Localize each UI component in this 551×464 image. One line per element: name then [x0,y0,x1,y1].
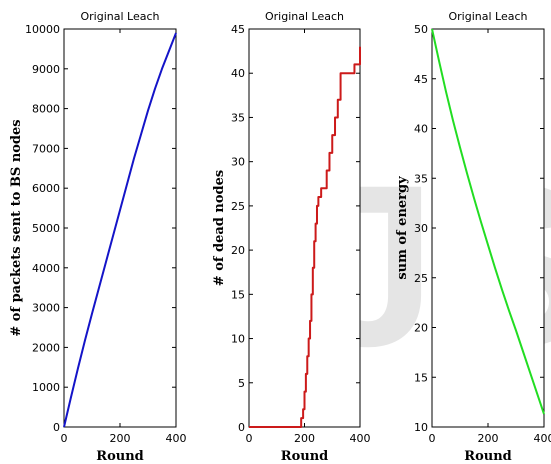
y-tick-label: 30 [414,222,428,235]
y-tick-label: 50 [414,23,428,36]
plot-area-frame [63,28,177,428]
y-tick-label: 1000 [32,381,60,394]
y-tick-label: 10000 [25,23,60,36]
series-line [249,46,361,428]
y-tick-label: 10 [231,333,245,346]
y-tick-label: 35 [231,111,245,124]
chart-panels: Original Leach01000200030004000500060007… [9,10,551,464]
y-tick-label: 40 [414,123,428,136]
x-tick-label: 200 [110,432,131,445]
y-tick-label: 30 [231,156,245,169]
y-tick-label: 45 [414,73,428,86]
y-tick-label: 8000 [32,103,60,116]
x-tick-label: 400 [534,432,551,445]
y-axis-label: # of dead nodes [212,170,227,286]
y-tick-label: 7000 [32,142,60,155]
y-tick-label: 25 [231,200,245,213]
y-axis-label: # of packets sent to BS nodes [9,119,24,336]
x-axis-label: Round [281,449,328,464]
y-tick-label: 35 [414,172,428,185]
series-line [431,28,545,415]
y-tick-label: 20 [414,322,428,335]
y-tick-label: 40 [231,67,245,80]
chart-panel-3: Original Leach 10 15 20 25 30 35 40 45 50 0 200 400 R… [395,10,551,464]
chart-title: Original Leach [265,10,344,23]
x-tick-label: 400 [350,432,371,445]
x-axis-label: Round [96,449,143,464]
chart-panel-1: Original Leach01000200030004000500060007… [9,10,187,464]
plot-area-frame [431,28,545,428]
x-axis-label: Round [464,449,511,464]
x-tick-label: 400 [166,432,187,445]
chart-title: Original Leach [448,10,527,23]
y-tick-label: 9000 [32,63,60,76]
x-tick-label: 200 [478,432,499,445]
y-tick-label: 4000 [32,262,60,275]
x-tick-label: 0 [61,432,68,445]
y-tick-label: 0 [238,421,245,434]
y-tick-label: 2000 [32,341,60,354]
x-tick-label: 0 [246,432,253,445]
y-tick-label: 5 [238,377,245,390]
y-tick-label: 10 [414,421,428,434]
y-tick-label: 45 [231,23,245,36]
y-tick-label: 25 [414,272,428,285]
series-line [63,32,177,428]
y-tick-label: 0 [53,421,60,434]
y-tick-label: 6000 [32,182,60,195]
chart-title: Original Leach [80,10,159,23]
y-tick-label: 3000 [32,302,60,315]
y-tick-label: 15 [414,371,428,384]
chart-panel-2: Original Leach 0 5 10 15 20 25 30 35 40 45 0 200 400 R… [212,10,371,464]
y-tick-label: 15 [231,288,245,301]
x-tick-label: 0 [429,432,436,445]
x-tick-label: 200 [294,432,315,445]
y-tick-label: 5000 [32,222,60,235]
plot-area-frame [248,28,361,428]
y-axis-label: sum of energy [395,176,410,280]
y-tick-label: 20 [231,244,245,257]
